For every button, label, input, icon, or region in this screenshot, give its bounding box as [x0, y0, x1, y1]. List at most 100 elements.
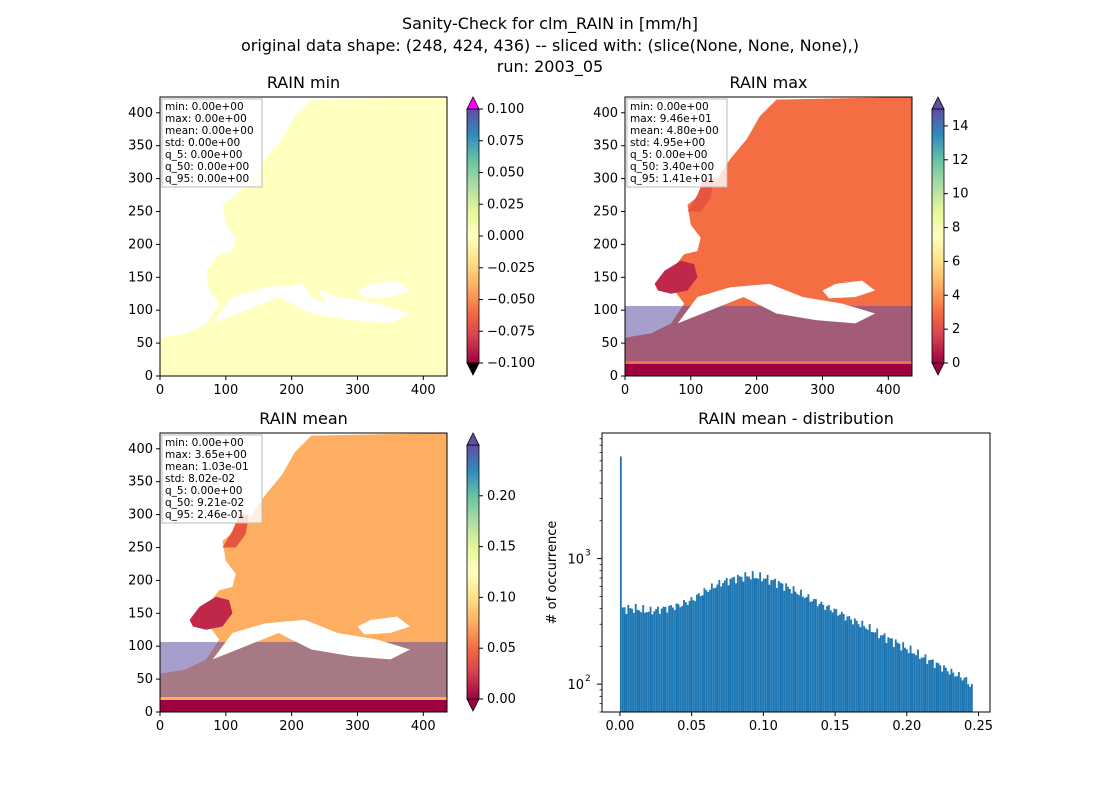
y-tick-label: 0 — [145, 705, 153, 720]
histogram-bar — [623, 607, 626, 712]
colorbar-extend-top — [466, 96, 480, 110]
histogram-bar — [627, 604, 630, 712]
histogram-bar — [790, 593, 793, 712]
y-tick-label: 300 — [593, 172, 618, 187]
histogram-bar — [928, 660, 931, 712]
histogram-panel: RAIN mean - distribution 0.00 0.05 0.10 0.15… — [545, 409, 993, 734]
x-tick-label: 100 — [678, 383, 703, 398]
histogram-bar — [666, 612, 669, 712]
x-tick-label: 400 — [876, 383, 901, 398]
histogram-bar — [699, 596, 702, 712]
histogram-bar — [865, 628, 867, 712]
histogram-bar — [722, 583, 724, 712]
map-field — [160, 433, 447, 712]
colorbar-extend-bottom — [931, 362, 945, 376]
x-tick-label: 300 — [810, 383, 835, 398]
y-tick-exponent: 3 — [585, 549, 591, 559]
colorbar-tick-label: 10 — [952, 187, 969, 202]
colorbar-tick-label: 0.075 — [487, 134, 524, 149]
stats-line: std: 0.00e+00 — [165, 137, 240, 149]
histogram-bar — [707, 591, 710, 712]
histogram-bar — [883, 633, 886, 712]
histogram-bar — [839, 614, 841, 712]
histogram-bar — [764, 578, 767, 712]
histogram-bar — [855, 620, 858, 712]
histogram-bar — [723, 580, 726, 712]
colorbar-tick-label: 14 — [952, 119, 969, 134]
histogram-bar — [800, 589, 802, 712]
histogram-bar — [735, 583, 737, 712]
histogram-bar — [796, 593, 799, 712]
histogram-bar — [783, 590, 786, 712]
histogram-bar — [959, 677, 962, 712]
histogram-bar — [811, 601, 814, 712]
histogram-bar — [969, 686, 971, 712]
histogram-bar — [814, 599, 817, 712]
colorbar-extend-bottom — [466, 698, 480, 712]
histogram-bar — [874, 632, 877, 712]
histogram-bar — [751, 571, 754, 712]
histogram-bar — [777, 581, 780, 712]
y-tick-label: 10 — [567, 678, 584, 693]
histogram-bar — [850, 619, 853, 712]
histogram-bar — [657, 606, 659, 712]
histogram-bar — [813, 599, 815, 712]
colorbar-tick-label: −0.025 — [487, 261, 535, 276]
colorbar-tick-label: 0.00 — [487, 692, 516, 707]
histogram-bar — [913, 653, 916, 712]
x-tick-label: 0.25 — [964, 719, 993, 734]
colorbar-extend-bottom — [466, 362, 480, 376]
histogram-bar — [920, 657, 923, 712]
histogram-bar — [905, 649, 908, 712]
x-tick-label: 0 — [621, 383, 629, 398]
histogram-bar — [917, 649, 919, 712]
y-tick-label: 150 — [128, 270, 153, 285]
histogram-bar — [736, 574, 739, 712]
histogram-bar — [762, 578, 765, 712]
histogram-bar — [740, 576, 743, 712]
stats-line: min: 0.00e+00 — [165, 101, 244, 113]
stats-line: q_95: 0.00e+00 — [165, 173, 249, 185]
histogram-bar — [944, 667, 947, 712]
histogram-bar — [720, 586, 723, 712]
y-tick-label: 100 — [128, 639, 153, 654]
y-tick-label: 150 — [128, 606, 153, 621]
black-sea-gap — [357, 280, 411, 299]
histogram-bar — [941, 671, 944, 712]
histogram-bar — [625, 614, 628, 712]
x-tick-label: 400 — [411, 383, 436, 398]
histogram-bar — [956, 676, 958, 712]
histogram-bar — [937, 663, 940, 712]
histogram-bar — [733, 576, 736, 712]
histogram-bar — [824, 609, 827, 712]
y-tick-label: 350 — [593, 139, 618, 154]
colorbar-tick-label: 0.025 — [487, 197, 524, 212]
histogram-bar — [846, 616, 849, 712]
histogram-bar — [748, 576, 750, 712]
histogram-bar — [911, 653, 914, 712]
y-tick-label: 300 — [128, 172, 153, 187]
colorbar-tick-label: 12 — [952, 153, 969, 168]
stats-line: max: 9.46e+01 — [630, 113, 712, 125]
panel-title: RAIN max — [729, 73, 807, 92]
histogram-bar — [892, 647, 895, 712]
x-tick-label: 200 — [279, 719, 304, 734]
histogram-bar — [935, 662, 938, 712]
histogram-bar — [692, 600, 695, 712]
histogram-bar — [662, 606, 665, 712]
histogram-bar — [930, 659, 932, 712]
stats-line: min: 0.00e+00 — [630, 101, 709, 113]
histogram-bar — [939, 665, 942, 712]
stats-line: mean: 0.00e+00 — [165, 125, 254, 137]
histogram-bar — [952, 672, 955, 712]
histogram-bar — [645, 612, 648, 712]
histogram-bar — [774, 578, 776, 712]
histogram-bar — [710, 583, 713, 712]
x-tick-label: 0.00 — [605, 719, 634, 734]
y-tick-label: 10 — [567, 553, 584, 568]
colorbar-tick-label: 8 — [952, 221, 960, 236]
histogram-bar — [703, 588, 706, 712]
histogram-bar — [742, 581, 745, 712]
black-sea-gap — [822, 280, 876, 299]
